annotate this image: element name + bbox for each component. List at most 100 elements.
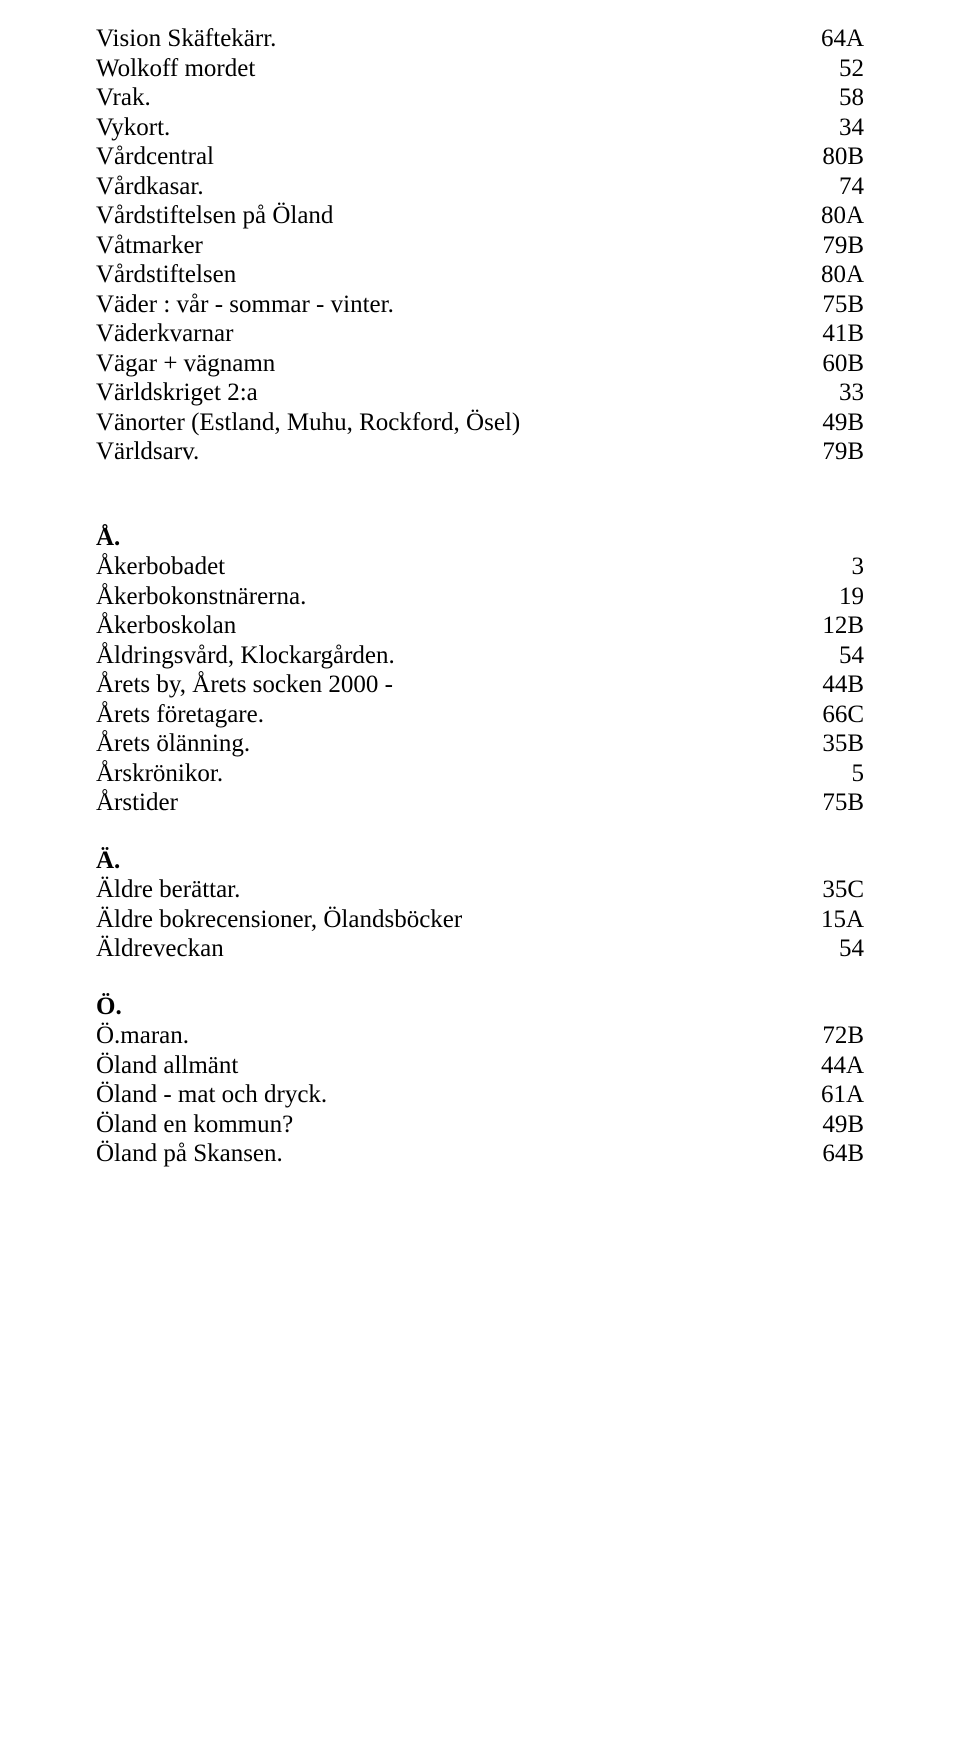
index-row: Öland en kommun?49B	[96, 1110, 864, 1140]
index-row: Vrak. 58	[96, 83, 864, 113]
index-row: Våtmarker 79B	[96, 231, 864, 261]
index-label: Ö.maran.	[96, 1021, 189, 1051]
index-value: 35B	[822, 729, 864, 759]
index-row: Vykort. 34	[96, 113, 864, 143]
section-a-umlaut: Ä. Äldre berättar. 35C Äldre bokrecension…	[96, 846, 864, 964]
index-row: Öland allmänt44A	[96, 1051, 864, 1081]
index-value: 64A	[821, 24, 864, 54]
index-row: Äldreveckan 54	[96, 934, 864, 964]
index-row: Väder : vår - sommar - vinter. 75B	[96, 290, 864, 320]
index-value: 49B	[822, 408, 864, 438]
index-value: 80A	[821, 201, 864, 231]
index-label: Åkerbobadet	[96, 552, 225, 582]
index-value: 58	[839, 83, 864, 113]
index-label: Vrak.	[96, 83, 151, 113]
index-label: Vårdkasar.	[96, 172, 204, 202]
index-label: Åkerboskolan	[96, 611, 236, 641]
index-row: Öland - mat och dryck. 61A	[96, 1080, 864, 1110]
index-label: Åldringsvård, Klockargården.	[96, 641, 395, 671]
index-value: 34	[839, 113, 864, 143]
section-v: Vision Skäftekärr. 64A Wolkoff mordet52 V…	[96, 24, 864, 467]
index-row: Ö.maran. 72B	[96, 1021, 864, 1051]
index-label: Äldre bokrecensioner, Ölandsböcker	[96, 905, 462, 935]
index-row: Årets företagare. 66C	[96, 700, 864, 730]
section-spacer	[96, 964, 864, 992]
index-label: Vision Skäftekärr.	[96, 24, 276, 54]
index-value: 3	[852, 552, 865, 582]
index-value: 33	[839, 378, 864, 408]
index-label: Vårdstiftelsen	[96, 260, 236, 290]
index-label: Årets företagare.	[96, 700, 264, 730]
section-heading: Å.	[96, 523, 120, 553]
index-label: Vårdcentral	[96, 142, 214, 172]
index-row: Vårdstiftelsen80A	[96, 260, 864, 290]
index-value: 79B	[822, 437, 864, 467]
index-label: Öland en kommun?	[96, 1110, 293, 1140]
index-label: Årstider	[96, 788, 178, 818]
index-row: Äldre bokrecensioner, Ölandsböcker15A	[96, 905, 864, 935]
document-page: Vision Skäftekärr. 64A Wolkoff mordet52 V…	[0, 0, 960, 1738]
index-value: 74	[839, 172, 864, 202]
index-value: 54	[839, 934, 864, 964]
section-heading-row: Å.	[96, 523, 864, 553]
index-row: Världskriget 2:a 33	[96, 378, 864, 408]
index-value: 54	[839, 641, 864, 671]
index-label: Äldreveckan	[96, 934, 224, 964]
index-label: Årskrönikor.	[96, 759, 223, 789]
index-value: 35C	[822, 875, 864, 905]
index-value: 41B	[822, 319, 864, 349]
index-row: Äldre berättar. 35C	[96, 875, 864, 905]
index-row: Wolkoff mordet52	[96, 54, 864, 84]
index-row: Vision Skäftekärr. 64A	[96, 24, 864, 54]
index-label: Öland på Skansen.	[96, 1139, 283, 1169]
index-row: Väderkvarnar 41B	[96, 319, 864, 349]
index-label: Vägar + vägnamn	[96, 349, 275, 379]
section-heading-row: Ä.	[96, 846, 864, 876]
section-o-umlaut: Ö. Ö.maran. 72B Öland allmänt44A Öland - …	[96, 992, 864, 1169]
section-spacer	[96, 818, 864, 846]
section-heading: Ö.	[96, 992, 122, 1022]
section-a-ring: Å. Åkerbobadet 3 Åkerbokonstnärerna. 19 Åk…	[96, 523, 864, 818]
index-value: 12B	[822, 611, 864, 641]
index-value: 52	[839, 54, 864, 84]
index-value: 19	[839, 582, 864, 612]
index-row: Årets by, Årets socken 2000 - 44B	[96, 670, 864, 700]
index-label: Väderkvarnar	[96, 319, 233, 349]
index-value: 75B	[822, 788, 864, 818]
index-value: 79B	[822, 231, 864, 261]
index-label: Väder : vår - sommar - vinter.	[96, 290, 394, 320]
index-row: Årstider 75B	[96, 788, 864, 818]
index-label: Vänorter (Estland, Muhu, Rockford, Ösel)	[96, 408, 520, 438]
index-value: 64B	[822, 1139, 864, 1169]
index-row: Åkerboskolan 12B	[96, 611, 864, 641]
index-value: 75B	[822, 290, 864, 320]
index-label: Våtmarker	[96, 231, 203, 261]
index-row: Årskrönikor. 5	[96, 759, 864, 789]
index-value: 61A	[821, 1080, 864, 1110]
index-row: Vårdkasar. 74	[96, 172, 864, 202]
index-row: Åldringsvård, Klockargården. 54	[96, 641, 864, 671]
index-label: Äldre berättar.	[96, 875, 240, 905]
index-row: Vägar + vägnamn 60B	[96, 349, 864, 379]
index-row: Vänorter (Estland, Muhu, Rockford, Ösel)…	[96, 408, 864, 438]
index-label: Öland - mat och dryck.	[96, 1080, 327, 1110]
index-row: Öland på Skansen. 64B	[96, 1139, 864, 1169]
index-value: 66C	[822, 700, 864, 730]
index-label: Världsarv.	[96, 437, 199, 467]
index-label: Årets by, Årets socken 2000 -	[96, 670, 393, 700]
index-value: 72B	[822, 1021, 864, 1051]
index-label: Åkerbokonstnärerna.	[96, 582, 306, 612]
index-row: Vårdstiftelsen på Öland80A	[96, 201, 864, 231]
index-label: Årets ölänning.	[96, 729, 250, 759]
index-row: Åkerbokonstnärerna. 19	[96, 582, 864, 612]
index-value: 44A	[821, 1051, 864, 1081]
index-row: Årets ölänning. 35B	[96, 729, 864, 759]
index-value: 60B	[822, 349, 864, 379]
index-value: 80B	[822, 142, 864, 172]
index-label: Världskriget 2:a	[96, 378, 258, 408]
index-label: Vykort.	[96, 113, 170, 143]
section-spacer	[96, 467, 864, 523]
index-value: 5	[852, 759, 865, 789]
index-value: 44B	[822, 670, 864, 700]
index-row: Vårdcentral 80B	[96, 142, 864, 172]
